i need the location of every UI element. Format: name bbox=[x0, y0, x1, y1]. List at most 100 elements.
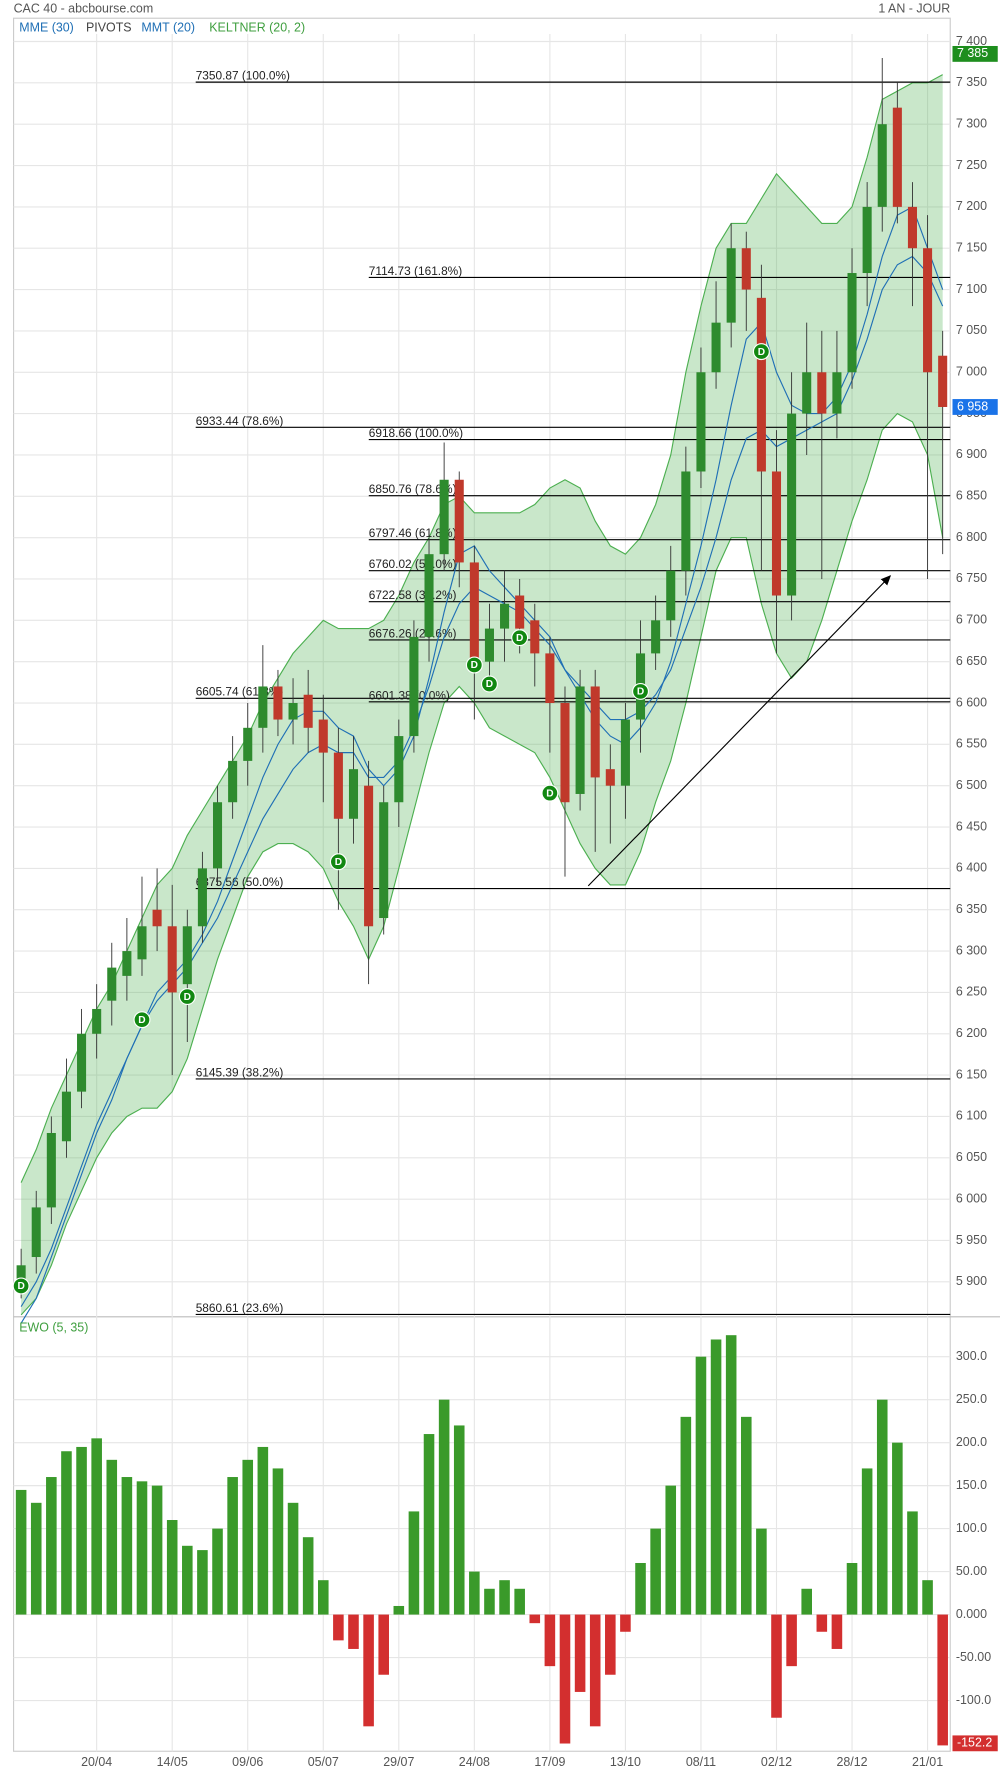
ewo-bar bbox=[242, 1459, 254, 1615]
signal-label: D bbox=[516, 633, 523, 644]
candle-body bbox=[243, 727, 253, 761]
ewo-bar bbox=[620, 1614, 631, 1632]
fib-label: 6676.26 (23.6%) bbox=[369, 626, 457, 640]
y-tick-label: 7 350 bbox=[956, 75, 987, 89]
y-tick-label: 6 000 bbox=[956, 1191, 987, 1205]
candle-body bbox=[756, 297, 766, 472]
y-tick-label: 300.0 bbox=[956, 1349, 987, 1363]
candle-body bbox=[938, 355, 948, 407]
candle-body bbox=[530, 620, 540, 654]
y-tick-label: -50.00 bbox=[956, 1650, 991, 1664]
ewo-box-label: -152.2 bbox=[957, 1736, 992, 1750]
x-tick-label: 20/04 bbox=[81, 1755, 112, 1769]
y-tick-label: 6 300 bbox=[956, 943, 987, 957]
candle-body bbox=[892, 107, 902, 207]
candle-body bbox=[228, 760, 238, 803]
ewo-bar bbox=[272, 1468, 284, 1615]
candle-body bbox=[348, 769, 359, 819]
pane-title: EWO (5, 35) bbox=[19, 1320, 88, 1334]
candle-body bbox=[469, 562, 479, 662]
candle-body bbox=[711, 322, 721, 373]
ewo-bar bbox=[514, 1588, 525, 1615]
ewo-bar bbox=[801, 1588, 812, 1615]
candle-body bbox=[545, 653, 555, 704]
signal-marker bbox=[752, 343, 770, 361]
fib-label: 6933.44 (78.6%) bbox=[196, 414, 284, 428]
ewo-bar bbox=[529, 1614, 541, 1624]
ewo-bar bbox=[393, 1605, 405, 1615]
ewo-bar bbox=[665, 1485, 677, 1615]
ewo-bar bbox=[469, 1571, 480, 1615]
ewo-bar bbox=[76, 1446, 87, 1615]
fib-label: 6601.38 (0.0%) bbox=[369, 688, 450, 702]
legend-entry: MMT (20) bbox=[141, 21, 195, 35]
y-tick-label: 6 150 bbox=[956, 1067, 987, 1081]
x-tick-label: 13/10 bbox=[610, 1755, 641, 1769]
candle-body bbox=[197, 868, 207, 927]
ewo-bar bbox=[725, 1335, 737, 1615]
signal-marker bbox=[12, 1277, 30, 1295]
ewo-bar bbox=[182, 1545, 193, 1615]
ewo-bar bbox=[680, 1416, 692, 1615]
ewo-bar bbox=[333, 1614, 344, 1641]
ewo-bar bbox=[846, 1562, 858, 1615]
x-tick-label: 28/12 bbox=[836, 1755, 867, 1769]
ewo-bar bbox=[499, 1580, 510, 1615]
y-tick-label: 7 050 bbox=[956, 323, 987, 337]
candle-body bbox=[394, 736, 404, 803]
y-tick-label: 6 800 bbox=[956, 530, 987, 544]
ewo-bar bbox=[740, 1416, 752, 1615]
x-tick-label: 05/07 bbox=[308, 1755, 339, 1769]
candle-body bbox=[787, 413, 797, 596]
y-tick-label: 7 100 bbox=[956, 282, 987, 296]
y-tick-label: 5 950 bbox=[956, 1233, 987, 1247]
ewo-bar bbox=[287, 1502, 299, 1615]
candle-body bbox=[333, 752, 343, 819]
ewo-bar bbox=[363, 1614, 374, 1727]
y-tick-label: -100.0 bbox=[956, 1693, 991, 1707]
ewo-bar bbox=[816, 1614, 828, 1632]
fib-label: 6145.39 (38.2%) bbox=[196, 1065, 284, 1079]
ewo-bar bbox=[650, 1528, 661, 1615]
signal-label: D bbox=[486, 679, 493, 690]
candle-body bbox=[620, 719, 630, 786]
candle-body bbox=[409, 636, 419, 737]
fib-label: 6605.74 (61.8%) bbox=[196, 685, 284, 699]
candle-body bbox=[817, 372, 827, 414]
candle-body bbox=[364, 785, 374, 927]
ewo-bar bbox=[589, 1614, 601, 1727]
candle-body bbox=[46, 1132, 56, 1208]
ewo-bar bbox=[635, 1562, 646, 1615]
y-tick-label: 50.00 bbox=[956, 1564, 987, 1578]
y-tick-label: 6 200 bbox=[956, 1026, 987, 1040]
candle-body bbox=[832, 372, 842, 414]
y-tick-label: 6 100 bbox=[956, 1109, 987, 1123]
fib-label: 6760.02 (50.0%) bbox=[369, 557, 457, 571]
fib-label: 7350.87 (100.0%) bbox=[196, 69, 290, 83]
candle-body bbox=[575, 686, 585, 794]
ewo-bar bbox=[227, 1477, 238, 1615]
y-tick-label: 0.000 bbox=[956, 1607, 987, 1621]
y-tick-label: 5 900 bbox=[956, 1274, 987, 1288]
ewo-bar bbox=[861, 1468, 873, 1615]
ewo-bar bbox=[831, 1614, 843, 1649]
candle-body bbox=[439, 479, 449, 555]
ewo-bar bbox=[166, 1520, 178, 1615]
signal-label: D bbox=[184, 992, 191, 1003]
band-upper bbox=[20, 74, 943, 1183]
y-tick-label: 6 050 bbox=[956, 1150, 987, 1164]
fib-label: 7114.73 (161.8%) bbox=[369, 264, 462, 278]
ewo-bar bbox=[197, 1550, 208, 1615]
candle-body bbox=[379, 802, 389, 919]
ewo-bar bbox=[257, 1446, 269, 1615]
x-tick-label: 09/06 bbox=[232, 1755, 263, 1769]
candle-body bbox=[424, 554, 434, 637]
candle-body bbox=[802, 372, 812, 414]
ewo-bar bbox=[892, 1442, 903, 1615]
price-box bbox=[952, 45, 998, 62]
y-tick-label: 150.0 bbox=[956, 1478, 987, 1492]
candle-body bbox=[258, 686, 268, 728]
y-tick-label: 6 700 bbox=[956, 613, 987, 627]
y-tick-label: 6 600 bbox=[956, 695, 987, 709]
